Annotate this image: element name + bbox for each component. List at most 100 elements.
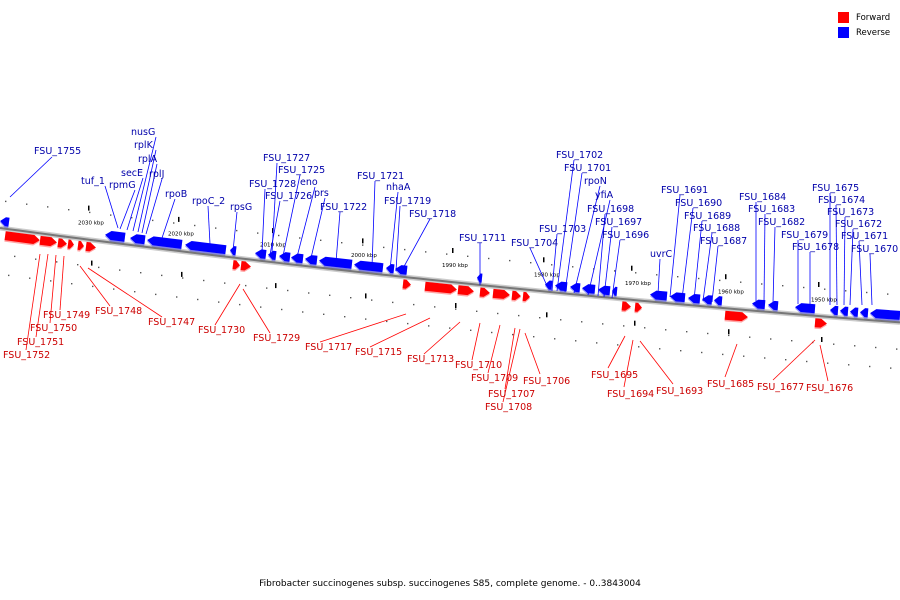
scale-dot — [173, 222, 175, 224]
scale-dot — [5, 200, 7, 203]
reverse-gene-arrow — [353, 260, 384, 274]
reverse-gene-arrow — [669, 292, 686, 304]
gene-label-fsu-1670: FSU_1670 — [851, 244, 898, 255]
scale-dot — [761, 283, 763, 285]
reverse-gene-arrow — [597, 285, 611, 297]
scale-dot — [491, 331, 493, 334]
reverse-gene-arrow — [385, 264, 395, 275]
gene-label-yfia: yfiA — [595, 190, 614, 201]
reverse-leader-line — [126, 177, 144, 231]
scale-dot — [98, 266, 100, 269]
scale-label: 1990 kbp — [442, 263, 468, 269]
scale-dot — [434, 306, 436, 308]
forward-gene-arrow — [240, 261, 251, 272]
scale-dot — [281, 308, 283, 311]
forward-leader-line — [87, 267, 163, 318]
scale-label: 1950 kbp — [811, 297, 837, 303]
scale-dot — [740, 281, 742, 283]
scale-dot — [539, 317, 541, 319]
gene-label-fsu-1698: FSU_1698 — [587, 204, 634, 215]
scale-dot — [848, 364, 850, 366]
major-tick — [546, 312, 548, 318]
gene-label-fsu-1687: FSU_1687 — [700, 236, 747, 247]
major-tick — [88, 205, 90, 211]
gene-label-fsu-1688: FSU_1688 — [693, 223, 740, 234]
scale-dot — [8, 274, 10, 277]
scale-dot — [413, 303, 415, 306]
reverse-leader-line — [310, 197, 326, 259]
scale-dot — [518, 314, 520, 317]
legend-label-reverse: Reverse — [856, 27, 891, 38]
reverse-leader-line — [529, 247, 549, 289]
major-tick — [725, 274, 727, 280]
scale-dot — [617, 344, 619, 346]
scale-dot — [644, 327, 646, 329]
scale-dot — [404, 248, 406, 251]
scale-dot — [635, 272, 637, 274]
gene-label-fsu-1693: FSU_1693 — [656, 386, 703, 397]
reverse-leader-line — [132, 136, 157, 232]
scale-dot — [470, 329, 472, 331]
forward-leader-line — [471, 322, 481, 361]
gene-label-fsu-1713: FSU_1713 — [407, 354, 454, 365]
forward-gene-arrow — [402, 279, 411, 291]
scale-dot — [551, 264, 553, 266]
major-tick — [631, 265, 633, 271]
reverse-leader-line — [573, 185, 601, 294]
reverse-gene-arrow — [701, 295, 713, 307]
forward-leader-line — [524, 332, 541, 375]
scale-dot — [68, 209, 70, 211]
legend-item-forward[interactable]: Forward — [838, 10, 890, 25]
reverse-gene-arrow — [254, 249, 267, 261]
scale-dot — [659, 348, 661, 350]
reverse-leader-line — [556, 159, 575, 292]
scale-dot — [533, 336, 535, 338]
scale-dot — [875, 346, 877, 349]
gene-label-fsu-1748: FSU_1748 — [95, 306, 142, 317]
scale-dot — [299, 237, 301, 239]
gene-label-fsu-1718: FSU_1718 — [409, 209, 456, 220]
reverse-leader-line — [145, 178, 163, 235]
forward-leader-line — [772, 339, 816, 381]
forward-leader-line — [819, 344, 829, 382]
scale-dot — [638, 346, 640, 348]
major-tick — [275, 283, 277, 289]
gene-label-fsu-1682: FSU_1682 — [758, 217, 805, 228]
gene-label-prs: prs — [314, 188, 329, 199]
gene-label-nusg: nusG — [131, 127, 155, 138]
forward-gene-arrow — [85, 241, 96, 253]
scale-dot — [257, 232, 259, 234]
gene-label-rpob: rpoB — [165, 189, 187, 200]
scale-dot — [824, 288, 826, 290]
scale-dot — [308, 292, 310, 294]
scale-dot — [203, 279, 205, 282]
scale-dot — [554, 338, 556, 340]
gene-arrow-layer — [0, 217, 900, 330]
forward-leader-line — [35, 253, 49, 338]
scale-dot — [575, 340, 577, 342]
reverse-gene-arrow — [0, 217, 10, 229]
scale-dot — [278, 234, 280, 237]
scale-dot — [134, 291, 136, 293]
legend-item-reverse[interactable]: Reverse — [838, 25, 890, 40]
major-tick — [821, 337, 823, 342]
reverse-gene-arrow — [278, 252, 291, 264]
scale-dot — [854, 345, 856, 347]
forward-gene-arrow — [621, 301, 631, 313]
reverse-leader-line — [395, 205, 401, 272]
scale-dot — [728, 334, 730, 337]
scale-dot — [512, 333, 514, 336]
scale-dot — [581, 321, 583, 323]
reverse-gene-arrow — [318, 256, 353, 271]
reverse-leader-line — [711, 245, 719, 303]
reverse-gene-arrow — [476, 273, 483, 285]
genome-caption: Fibrobacter succinogenes subsp. succinog… — [259, 579, 641, 589]
scale-dot — [866, 291, 868, 294]
gene-label-fsu-1711: FSU_1711 — [459, 233, 506, 244]
reverse-leader-line — [858, 240, 863, 306]
gene-label-rpon: rpoN — [584, 176, 607, 187]
major-tick — [818, 282, 820, 287]
major-tick — [728, 329, 730, 335]
scale-dot — [476, 310, 478, 312]
major-tick — [365, 293, 367, 299]
